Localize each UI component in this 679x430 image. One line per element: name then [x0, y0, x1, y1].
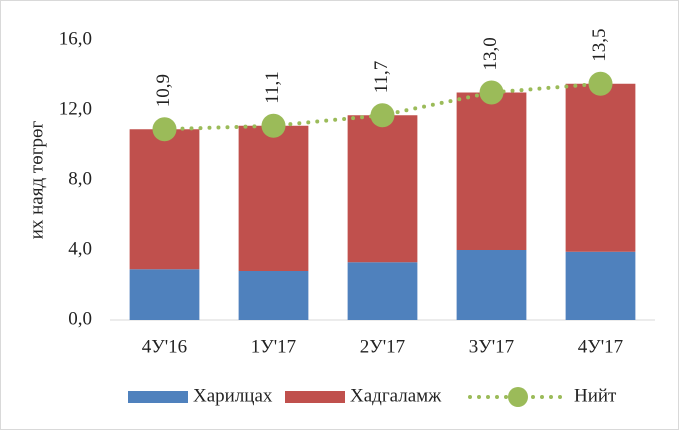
bar-segment [238, 125, 309, 271]
legend-label: Нийт [574, 385, 617, 406]
x-tick-label: 4У'16 [142, 336, 187, 357]
bar-segment [129, 129, 200, 270]
x-tick-label: 4У'17 [578, 336, 623, 357]
data-label: 13,0 [480, 37, 501, 70]
total-marker [152, 117, 177, 142]
bar-segment [129, 269, 200, 320]
data-label: 13,5 [589, 29, 610, 62]
bar-segment [238, 271, 309, 320]
total-marker [370, 103, 395, 128]
legend-marker [508, 387, 528, 407]
x-tick-label: 1У'17 [251, 336, 296, 357]
legend-swatch [285, 391, 345, 403]
bar-segment [456, 92, 527, 250]
legend-label: Харилцах [193, 385, 273, 406]
data-label: 11,1 [262, 71, 283, 104]
bar-segment [347, 262, 418, 320]
total-marker [588, 71, 613, 96]
y-axis-label: их наяд төгрөг [26, 121, 47, 240]
bar-segment [565, 83, 636, 252]
total-line [162, 81, 603, 132]
total-marker [261, 113, 286, 138]
data-label: 11,7 [371, 61, 392, 94]
legend-label: Хадгаламж [350, 385, 442, 406]
x-tick-label: 3У'17 [469, 336, 514, 357]
bar-segment [456, 250, 527, 320]
bar-segment [565, 251, 636, 320]
y-tick-label: 16,0 [59, 28, 92, 49]
total-marker [479, 80, 504, 105]
legend-swatch [128, 391, 188, 403]
y-tick-label: 8,0 [68, 168, 92, 189]
bar-segment [347, 115, 418, 263]
y-tick-label: 12,0 [59, 98, 92, 119]
y-tick-label: 0,0 [68, 308, 92, 329]
y-tick-label: 4,0 [68, 238, 92, 259]
data-label: 10,9 [153, 74, 174, 107]
x-tick-label: 2У'17 [360, 336, 405, 357]
